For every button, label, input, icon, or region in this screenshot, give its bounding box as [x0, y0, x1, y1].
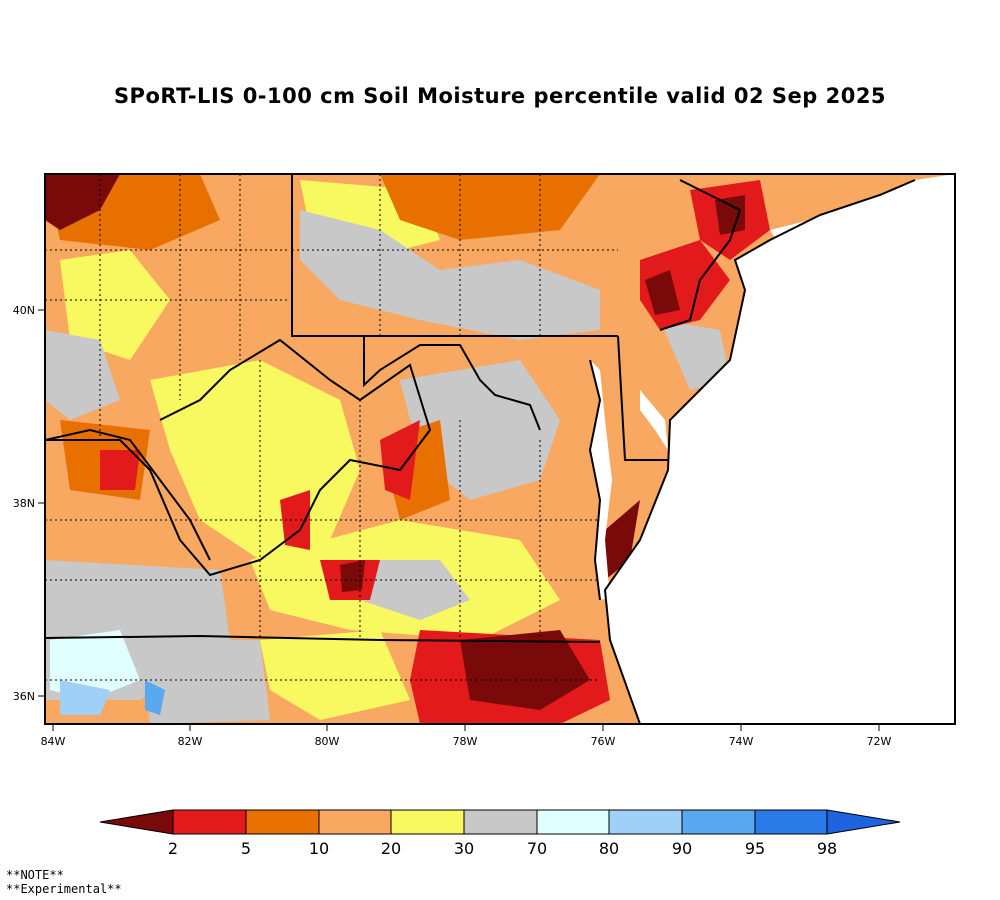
field-grey-wv [45, 330, 120, 420]
colorbar-segment [463, 809, 538, 835]
de-border [617, 335, 668, 461]
state-boundaries [45, 174, 742, 643]
field-orange-2 [380, 174, 600, 240]
colorbar-label: 10 [309, 839, 329, 858]
field-red-va [380, 420, 420, 500]
field-darkred-nj [645, 270, 680, 315]
nj-border [659, 179, 742, 331]
field-blue-nc2 [145, 680, 165, 715]
colorbar-label: 70 [527, 839, 547, 858]
note-experimental: **Experimental** [6, 882, 122, 896]
field-darkred-nc [460, 630, 590, 710]
colorbar-low-arrow [99, 809, 174, 835]
coastlines [588, 179, 916, 724]
soil-moisture-field [45, 174, 955, 724]
lon-label-80w: 80W [315, 735, 340, 748]
colorbar-segment [390, 809, 465, 835]
lat-axis: 40N 38N 36N [13, 304, 45, 703]
colorbar-label: 20 [381, 839, 401, 858]
field-grey-va2 [360, 560, 470, 620]
colorbar-segment [681, 809, 756, 835]
colorbar-label: 95 [745, 839, 765, 858]
ky-wv-border [45, 428, 211, 561]
colorbar-label: 98 [817, 839, 837, 858]
colorbar-segment [536, 809, 610, 835]
ocean [605, 174, 955, 724]
lon-label-78w: 78W [453, 735, 478, 748]
wv-va-border [45, 338, 432, 577]
field-grey-nj [660, 320, 730, 390]
colorbar-segment [608, 809, 683, 835]
colorbar-high-arrow [826, 809, 901, 835]
map-frame [44, 173, 956, 725]
note-heading: **NOTE** [6, 868, 64, 882]
field-yellow-oh [60, 250, 170, 360]
lon-axis: 84W 82W 80W 78W 76W 74W 72W [41, 724, 892, 748]
colorbar-label: 80 [599, 839, 619, 858]
lat-label-40n: 40N [13, 304, 35, 317]
colorbar-segment [754, 809, 828, 835]
lon-label-76w: 76W [591, 735, 616, 748]
long-island-sound [770, 200, 880, 238]
colorbar-label: 2 [168, 839, 178, 858]
lon-label-84w: 84W [41, 735, 66, 748]
colorbar-label: 5 [241, 839, 251, 858]
county-boundaries [45, 174, 618, 681]
field-grey-nc [140, 640, 270, 724]
chesapeake-bay [590, 360, 612, 600]
field-darkred-ny [715, 195, 745, 235]
colorbar-label: 90 [672, 839, 692, 858]
lon-label-72w: 72W [867, 735, 892, 748]
field-blue-nc [60, 680, 110, 715]
field-darkred-va [340, 560, 365, 592]
md-border [363, 336, 541, 431]
field-red-oh [100, 450, 140, 490]
lon-label-74w: 74W [729, 735, 754, 748]
pa-border [291, 174, 618, 337]
field-darkred-oh [45, 174, 120, 230]
colorbar-label: 30 [454, 839, 474, 858]
va-nc-border [45, 634, 601, 643]
field-grey-pa [300, 210, 600, 340]
delaware-bay [640, 390, 668, 450]
colorbar-segment [172, 809, 247, 835]
colorbar-segment [318, 809, 392, 835]
lat-label-36n: 36N [13, 690, 35, 703]
lon-label-82w: 82W [178, 735, 203, 748]
field-yellow-nc [260, 630, 410, 720]
colorbar: 2 5 10 20 30 70 80 90 95 98 [99, 809, 901, 858]
map-title: SPoRT-LIS 0-100 cm Soil Moisture percent… [113, 84, 887, 108]
lat-label-38n: 38N [13, 497, 35, 510]
colorbar-segment [245, 809, 320, 835]
field-darkred-de [605, 500, 640, 580]
